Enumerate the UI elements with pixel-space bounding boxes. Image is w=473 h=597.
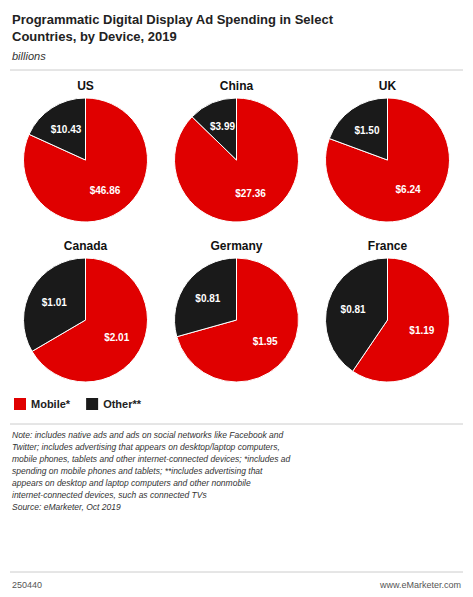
pie-title: France	[368, 239, 408, 253]
pie-title: Canada	[64, 239, 108, 253]
slices: $2.01 $1.01	[24, 258, 148, 382]
slices: $1.95 $0.81	[174, 258, 298, 382]
slice	[326, 98, 450, 222]
slice	[174, 258, 236, 337]
divider	[10, 70, 463, 71]
footer-right: www.eMarketer.com	[379, 580, 461, 590]
slice	[23, 98, 147, 222]
data-label: $0.81	[195, 293, 220, 304]
pie-chart: France $1.19 $0.81	[326, 239, 450, 382]
pie-chart: UK $6.24 $1.50	[326, 79, 450, 222]
data-label: $1.19	[409, 325, 434, 336]
subtitle: billions	[12, 50, 46, 62]
legend: Mobile* Other**	[14, 398, 142, 410]
pie-chart: China $27.36 $3.99	[175, 79, 299, 222]
data-label: $2.01	[104, 332, 129, 343]
slice	[29, 98, 85, 160]
pie-title: Germany	[210, 239, 262, 253]
pie-title: China	[220, 79, 254, 93]
pie-chart: Germany $1.95 $0.81	[174, 239, 298, 382]
data-label: $46.86	[90, 185, 121, 196]
slices: $1.19 $0.81	[326, 258, 450, 382]
data-label: $6.24	[396, 184, 421, 195]
note: Note: includes native ads and ads on soc…	[12, 430, 291, 512]
slices: $27.36 $3.99	[175, 98, 299, 222]
data-label: $1.50	[354, 125, 379, 136]
footer-left: 250440	[12, 580, 42, 590]
legend-label: Mobile*	[31, 398, 71, 410]
data-label: $0.81	[341, 304, 366, 315]
legend-item: Other**	[86, 398, 142, 410]
data-label: $1.01	[42, 297, 67, 308]
slice	[326, 258, 388, 371]
pie-title: UK	[379, 79, 397, 93]
slice	[24, 258, 86, 351]
slices: $46.86 $10.43	[23, 98, 147, 222]
data-label: $1.95	[253, 336, 278, 347]
slices: $6.24 $1.50	[326, 98, 450, 222]
legend-swatch	[14, 398, 26, 410]
data-label: $3.99	[210, 121, 235, 132]
slice	[329, 98, 387, 160]
slice	[175, 98, 299, 222]
pie-chart: US $46.86 $10.43	[23, 79, 147, 222]
data-label: $10.43	[51, 124, 82, 135]
pie-title: US	[77, 79, 94, 93]
slice	[192, 98, 236, 160]
legend-label: Other**	[103, 398, 142, 410]
chart: Programmatic Digital Display Ad Spending…	[0, 0, 473, 597]
data-label: $27.36	[235, 188, 266, 199]
legend-swatch	[86, 398, 98, 410]
legend-item: Mobile*	[14, 398, 71, 410]
title: Programmatic Digital Display Ad Spending…	[12, 12, 334, 44]
divider	[10, 424, 463, 425]
divider	[10, 572, 463, 573]
pie-chart: Canada $2.01 $1.01	[24, 239, 148, 382]
